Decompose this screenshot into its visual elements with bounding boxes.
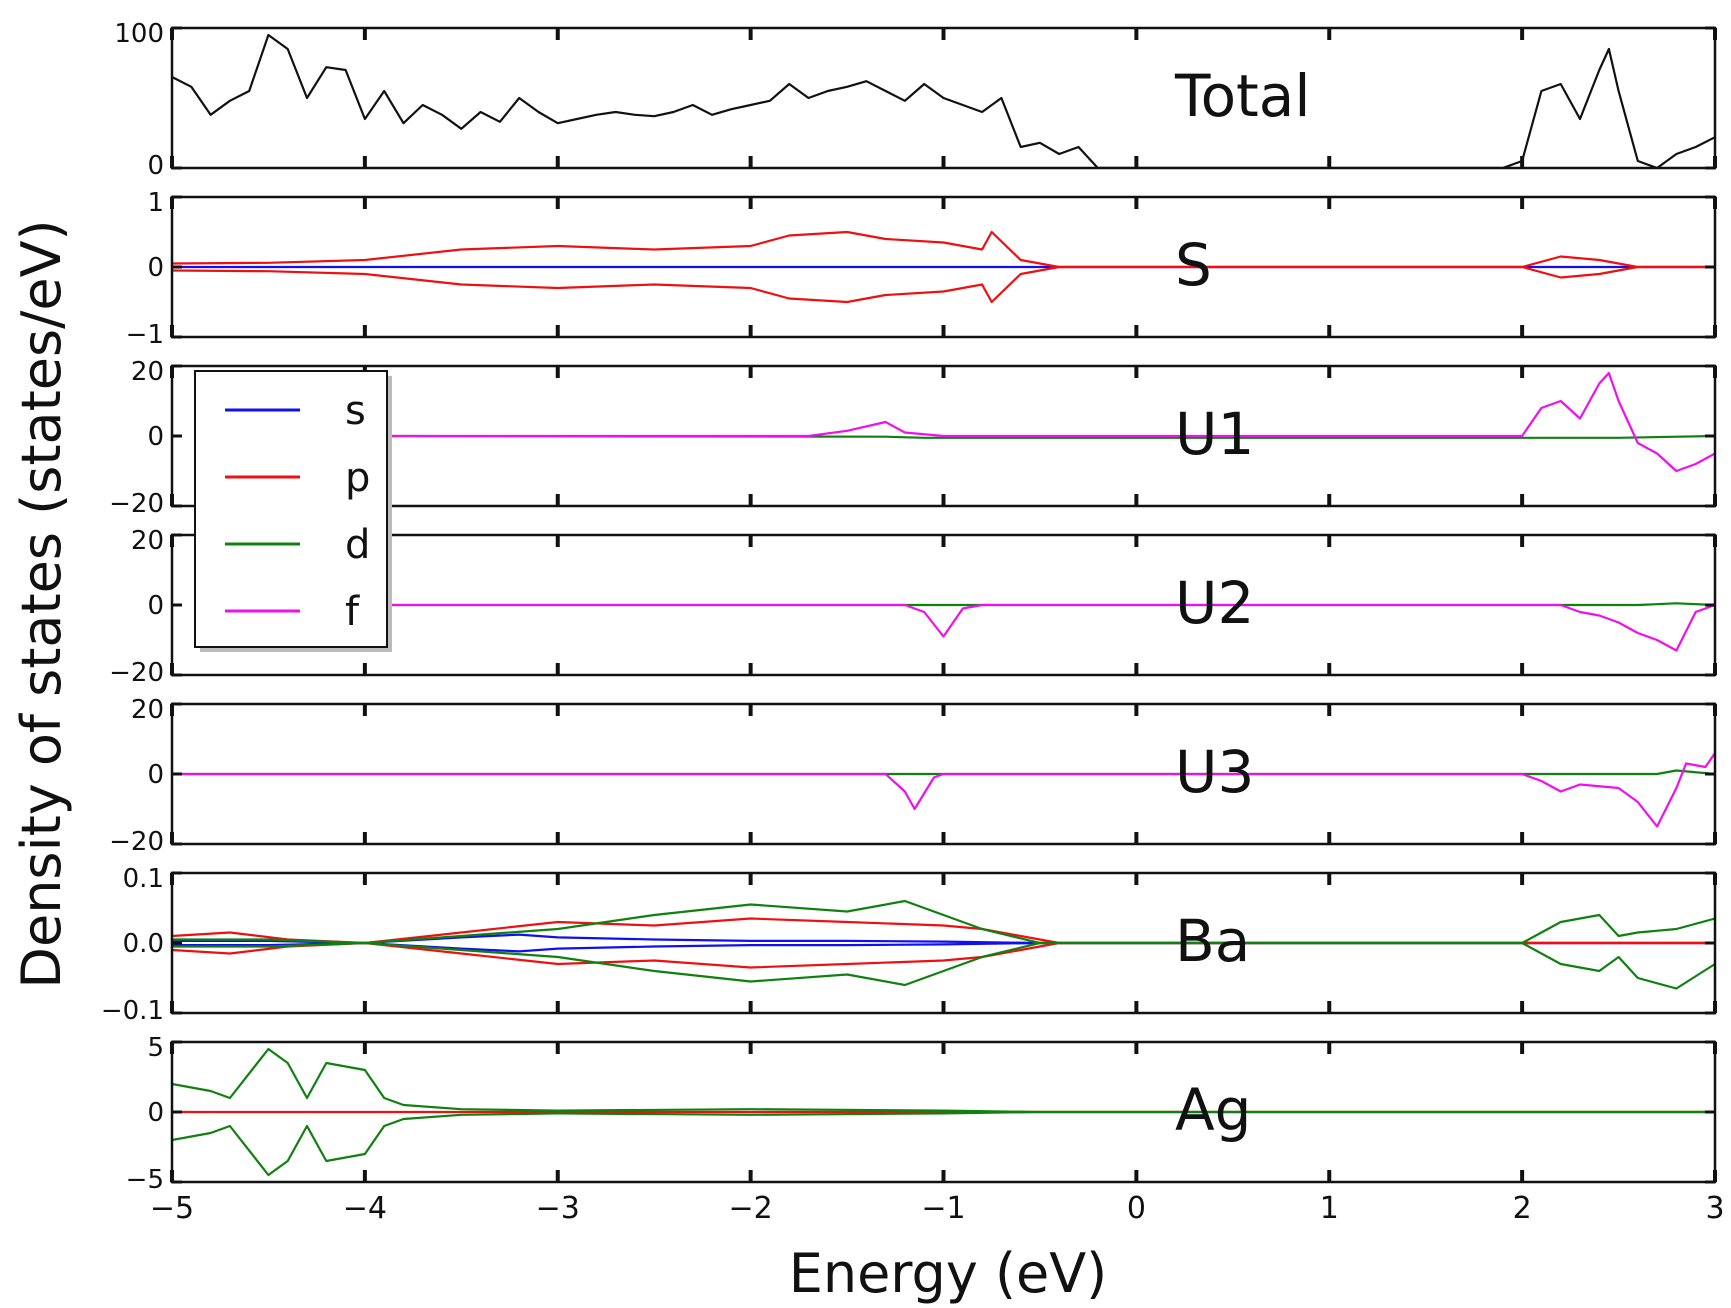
series-line-f [364,371,1715,473]
panel-series [172,752,1715,828]
panel-label: U3 [1175,738,1254,806]
series-line-d [172,1047,1715,1114]
series-line-d [172,769,1715,776]
legend-label-f: f [345,589,360,635]
y-tick-label: 0 [147,253,164,283]
x-tick-label: −3 [536,1191,580,1226]
series-line-p [172,230,1715,269]
y-tick-label: 20 [131,357,164,387]
panel-total: 0 100 Total [114,19,1717,181]
legend-box [194,370,388,648]
panel-u3: −20 0 20 U3 [109,695,1717,857]
y-tick-label: 0.1 [123,864,164,894]
panel-series [172,230,1715,304]
panel-series [364,371,1715,473]
panel-label: Ba [1175,907,1250,975]
panel-ba: −0.1 0.0 0.1 Ba [101,864,1717,1026]
legend-label-d: d [345,522,370,568]
panel-label: U1 [1175,400,1254,468]
y-tick-label: 0 [147,760,164,790]
y-tick-label: 0 [147,1098,164,1128]
panel-series [172,1047,1715,1177]
y-tick-label: 20 [131,695,164,725]
x-tick-label: 1 [1320,1191,1339,1226]
y-tick-label: 0 [147,422,164,452]
x-tick-label: −5 [150,1191,194,1226]
x-tick-label: 3 [1705,1191,1724,1226]
series-line-d [172,941,1715,990]
panels: 0100Total−101S−20020U1−20020U2−20020U3−0… [101,19,1725,1226]
panel-label: Total [1174,62,1310,130]
y-tick-label: 20 [131,526,164,556]
panel-s: −1 0 1 S [126,188,1717,350]
series-line-d [172,1110,1715,1177]
series-line-p [172,265,1715,304]
y-tick-label: −0.1 [101,996,164,1026]
y-tick-label: −20 [109,489,164,519]
panel-u1: −20 0 20 U1 [109,357,1717,519]
y-tick-label: −20 [109,827,164,857]
y-tick-label: 1 [147,188,164,218]
panel-u2: −20 0 20 U2 [109,526,1717,688]
y-tick-label: −1 [126,320,164,350]
legend-label-s: s [345,388,366,434]
y-tick-label: 0 [147,151,164,181]
y-tick-label: 0 [147,591,164,621]
x-tick-label: −1 [921,1191,965,1226]
x-axis-title: Energy (eV) [789,1242,1108,1305]
panel-label: Ag [1175,1076,1252,1144]
panel-ag: −5 0 5 Ag [126,1033,1717,1195]
y-tick-label: 100 [114,19,164,49]
x-tick-label: 2 [1513,1191,1532,1226]
panel-label: S [1175,231,1212,299]
panel-series [172,899,1715,990]
series-line-total [172,33,1715,168]
x-tick-label: −4 [343,1191,387,1226]
panel-series [172,33,1715,168]
series-line-f [172,752,1715,828]
series-line-d [172,899,1715,945]
y-tick-label: −5 [126,1165,164,1195]
panel-series [364,602,1715,652]
panel-label: U2 [1175,569,1254,637]
x-tick-label: −2 [729,1191,773,1226]
series-line-f [364,603,1715,652]
y-tick-label: −20 [109,658,164,688]
legend-label-p: p [345,455,370,501]
x-tick-label: 0 [1127,1191,1146,1226]
y-axis-title: Density of states (states/eV) [10,219,73,988]
y-tick-label: 0.0 [123,929,164,959]
y-tick-label: 5 [147,1033,164,1063]
